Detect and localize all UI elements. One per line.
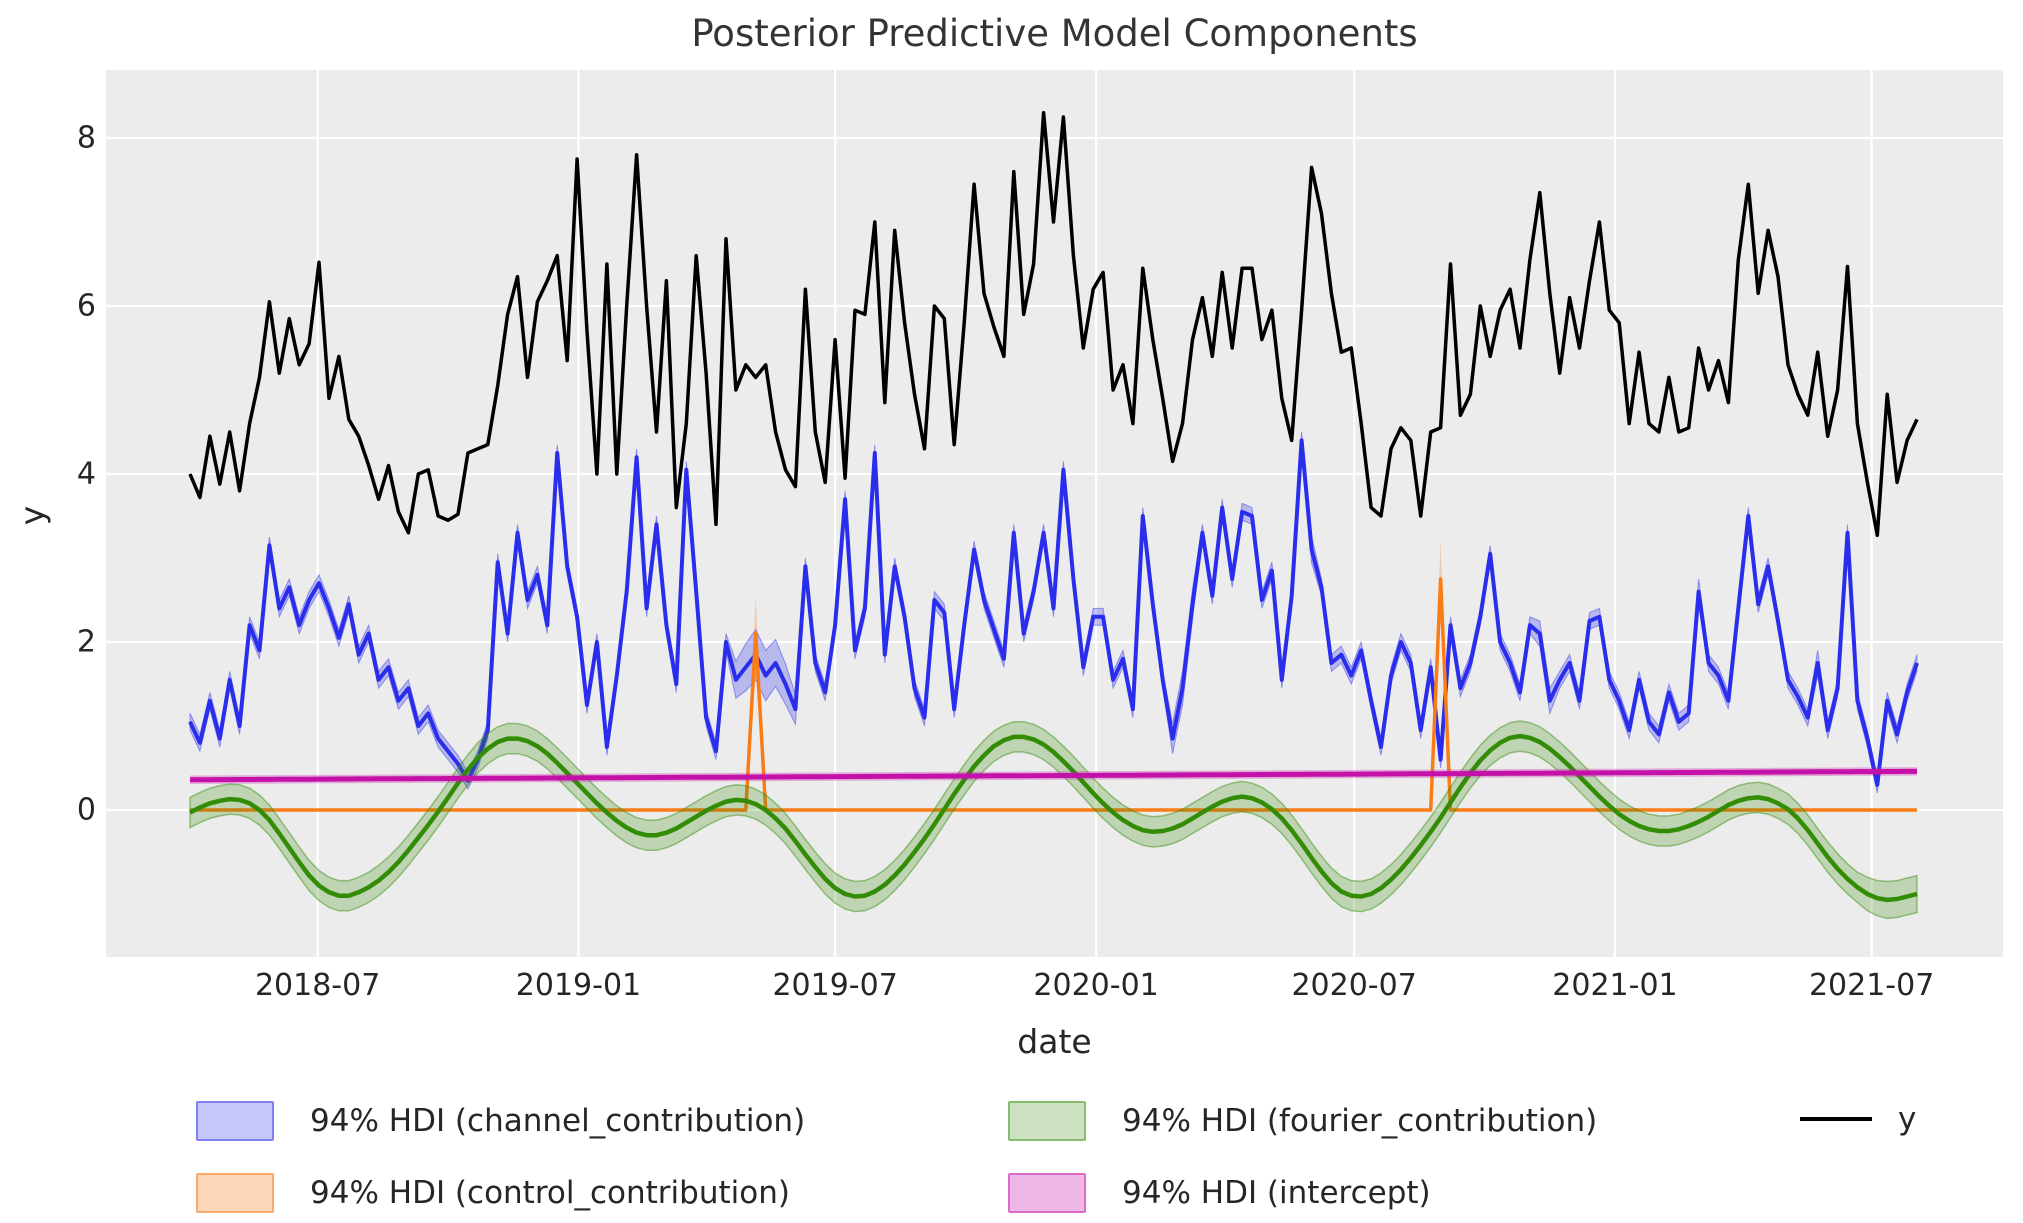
legend-item-channel: 94% HDI (channel_contribution) <box>196 1101 805 1141</box>
legend-label-y: y <box>1898 1101 1917 1137</box>
legend-item-y: y <box>1800 1101 1916 1137</box>
legend-item-intercept: 94% HDI (intercept) <box>1008 1173 1431 1213</box>
y-tick-label: 8 <box>76 120 96 156</box>
legend-label-control: 94% HDI (control_contribution) <box>310 1175 790 1211</box>
channel-hdi-swatch <box>196 1101 274 1141</box>
x-tick-label: 2018-07 <box>254 968 381 1003</box>
x-tick-label: 2019-01 <box>515 968 642 1003</box>
y-tick-label: 6 <box>76 288 96 324</box>
x-tick-label: 2019-07 <box>772 968 898 1003</box>
x-axis-label: date <box>1017 1022 1092 1061</box>
y-tick-label: 0 <box>76 792 96 828</box>
fourier-hdi-swatch <box>1008 1101 1086 1141</box>
x-tick-label: 2021-01 <box>1552 968 1678 1003</box>
y-tick-label: 4 <box>76 456 96 492</box>
x-tick-label: 2020-01 <box>1033 968 1159 1003</box>
control-hdi-swatch <box>196 1173 274 1213</box>
y-axis-label: y <box>12 505 52 526</box>
y-tick-label: 2 <box>76 624 96 660</box>
legend-item-control: 94% HDI (control_contribution) <box>196 1173 790 1213</box>
chart-title: Posterior Predictive Model Components <box>691 12 1418 55</box>
y-line-sample <box>1800 1117 1872 1121</box>
legend-label-channel: 94% HDI (channel_contribution) <box>310 1103 806 1139</box>
x-tick-label: 2020-07 <box>1291 968 1417 1003</box>
legend-label-fourier: 94% HDI (fourier_contribution) <box>1122 1103 1598 1139</box>
legend-label-intercept: 94% HDI (intercept) <box>1122 1175 1431 1211</box>
x-tick-label: 2021-07 <box>1808 968 1935 1003</box>
legend-item-fourier: 94% HDI (fourier_contribution) <box>1008 1101 1597 1141</box>
plot-area <box>106 70 2003 957</box>
intercept-hdi-swatch <box>1008 1173 1086 1213</box>
